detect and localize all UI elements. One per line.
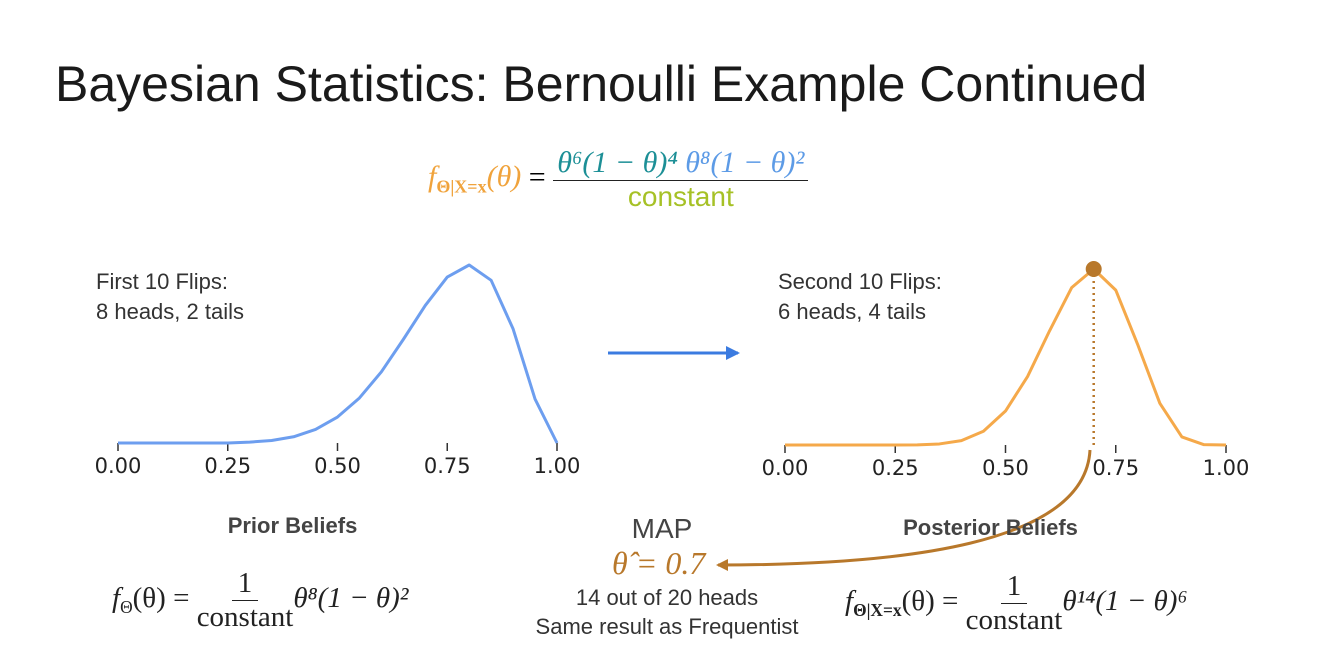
prior-formula: fΘ(θ) = 1 constant θ⁸(1 − θ)²: [112, 567, 409, 634]
fraction: 1 constant: [966, 570, 1063, 637]
f: f: [845, 585, 854, 618]
f: f: [112, 582, 121, 615]
tail: θ¹⁴(1 − θ)⁶: [1062, 585, 1188, 618]
annotation: 6 heads, 4 tails: [778, 299, 926, 324]
annotation: First 10 Flips:: [96, 269, 229, 294]
prior: θ⁸(1 − θ)²: [685, 146, 805, 179]
curve: [785, 267, 1227, 447]
x-tick-label: 0.25: [204, 454, 251, 478]
f: f: [428, 160, 437, 194]
subscript: Θ|X=x: [853, 600, 902, 621]
equals: =: [528, 160, 546, 194]
argument: (θ): [486, 160, 522, 194]
top-formula: fΘ|X=x(θ) = θ⁶(1 − θ)⁴ θ⁸(1 − θ)² consta…: [428, 146, 809, 213]
fraction: θ⁶(1 − θ)⁴ θ⁸(1 − θ)² constant: [553, 146, 809, 213]
map-estimate: θ̂ = 0.7: [612, 545, 706, 581]
posterior-formula: fΘ|X=x(θ) = 1 constant θ¹⁴(1 − θ)⁶: [845, 570, 1188, 637]
chart-title: Prior Beliefs: [227, 513, 358, 538]
likelihood: θ⁶(1 − θ)⁴: [557, 146, 678, 179]
x-tick-label: 0.25: [872, 456, 919, 480]
argument: (θ) =: [901, 585, 959, 618]
subscript: Θ: [120, 597, 133, 618]
annotation: 8 heads, 2 tails: [96, 299, 244, 324]
x-tick-label: 0.00: [762, 456, 809, 480]
map-note: Same result as Frequentist: [535, 614, 799, 639]
slide-title: Bayesian Statistics: Bernoulli Example C…: [55, 56, 1148, 112]
fraction: 1 constant: [197, 567, 294, 634]
tail: θ⁸(1 − θ)²: [293, 582, 409, 615]
denominator: constant: [627, 181, 734, 212]
map-point: [1085, 261, 1102, 277]
x-tick-label: 1.00: [1203, 456, 1250, 480]
chart-title: Posterior Beliefs: [903, 515, 1078, 540]
annotation: Second 10 Flips:: [778, 269, 942, 294]
x-tick-label: 0.75: [1092, 456, 1139, 480]
map-note: 14 out of 20 heads: [575, 585, 759, 610]
x-tick-label: 0.50: [314, 454, 361, 478]
denominator: constant: [196, 601, 294, 633]
numerator: 1: [1000, 570, 1028, 604]
formula-lhs: fΘ|X=x(θ): [428, 160, 522, 196]
numerator: 1: [231, 567, 259, 601]
denominator: constant: [965, 604, 1063, 636]
map-label: MAP: [631, 513, 693, 544]
curve: [118, 263, 559, 445]
x-tick-label: 0.75: [424, 454, 471, 478]
argument: (θ) =: [132, 582, 190, 615]
x-tick-label: 0.00: [95, 454, 142, 478]
subscript: Θ|X=x: [436, 176, 487, 197]
map-arrow: [716, 449, 1092, 571]
numerator: θ⁶(1 − θ)⁴ θ⁸(1 − θ)²: [553, 146, 809, 181]
x-tick-label: 1.00: [534, 454, 581, 478]
x-tick-label: 0.50: [982, 456, 1029, 480]
